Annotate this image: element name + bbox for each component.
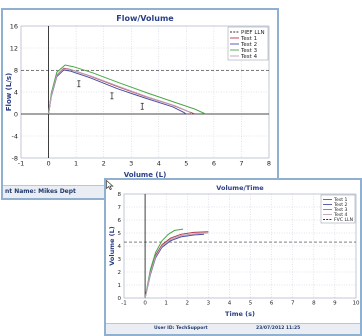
x-tick-label: 0 (143, 301, 147, 307)
x-tick-label: 3 (129, 160, 133, 168)
x-tick-label: 1 (74, 160, 78, 168)
y-tick-label: 1 (118, 283, 122, 289)
legend-label: Test 2 (240, 42, 257, 48)
y-tick-label: 2 (118, 270, 122, 276)
x-tick-label: 1 (164, 301, 168, 307)
y-tick-label: 8 (118, 192, 122, 198)
x-tick-label: 2 (102, 160, 106, 168)
x-tick-label: 5 (184, 160, 188, 168)
x-tick-label: 8 (267, 160, 271, 168)
x-tick-label: 7 (239, 160, 243, 168)
x-tick-label: -1 (18, 160, 24, 168)
y-tick-label: -8 (12, 154, 18, 162)
x-tick-label: 9 (333, 301, 337, 307)
y-tick-label: 7 (118, 205, 122, 211)
patient-name-label: nt Name: Mikes Dept (5, 188, 76, 195)
user-status-bar: User ID: TechSupport 23/07/2012 11:25 (106, 323, 360, 334)
series-line-test-3 (48, 64, 206, 115)
legend-label: Test 4 (240, 54, 258, 60)
x-tick-label: 6 (212, 160, 216, 168)
y-tick-label: 4 (118, 244, 122, 250)
y-tick-label: -4 (12, 132, 18, 140)
y-axis-label: Flow (L/s) (5, 73, 13, 111)
legend-label: Test 1 (240, 36, 257, 42)
y-tick-label: 3 (118, 257, 122, 263)
x-tick-label: 8 (312, 301, 316, 307)
mouse-pointer-icon (106, 180, 114, 190)
y-tick-label: 6 (118, 218, 122, 224)
y-tick-label: 4 (14, 88, 18, 96)
y-tick-label: 12 (10, 44, 18, 52)
series-line-test-3 (144, 228, 184, 299)
x-tick-label: 2 (186, 301, 190, 307)
x-tick-label: 0 (46, 160, 50, 168)
legend-label: FVC LLN (334, 217, 353, 223)
legend-label: Test 1 (333, 197, 348, 203)
y-tick-label: 8 (14, 66, 18, 74)
y-tick-label: 5 (118, 231, 122, 237)
legend-box (227, 26, 269, 61)
chart-title: Flow/Volume (116, 14, 174, 23)
legend-label: Test 3 (333, 207, 348, 213)
chart-title: Volume/Time (216, 184, 264, 192)
y-tick-label: 0 (14, 110, 18, 118)
x-axis-label: Time (s) (225, 310, 255, 318)
volume-time-window: Volume/Time -1 0 1 2 3 4 5 6 7 8 9 10 8 7 6 5 4 3 2 1 0 Test 1… (104, 178, 362, 336)
x-tick-label: 5 (249, 301, 253, 307)
series-line-test-4 (144, 232, 209, 299)
x-tick-label: 10 (353, 301, 360, 307)
y-axis-label: Volume (L) (108, 226, 116, 266)
series-line-test-4 (48, 68, 193, 115)
date-time-label: 23/07/2012 11:25 (256, 326, 301, 331)
user-id-label: User ID: TechSupport (154, 326, 208, 331)
x-tick-label: 6 (270, 301, 274, 307)
x-tick-label: 7 (291, 301, 295, 307)
legend-label: Test 2 (333, 202, 348, 208)
x-tick-label: 4 (228, 301, 232, 307)
flow-volume-window: Flow/Volume -1 0 1 2 3 4 5 6 7 8 16 12 8 4 0 -4 -8 PIEF LL… (1, 8, 279, 200)
y-tick-label: 16 (10, 22, 18, 30)
x-tick-label: 4 (157, 160, 161, 168)
legend-label: Test 4 (333, 212, 348, 218)
y-tick-label: 0 (118, 296, 122, 302)
x-axis-label: Volume (L) (124, 171, 167, 179)
x-tick-label: 3 (207, 301, 211, 307)
x-tick-label: -1 (121, 301, 126, 307)
legend-label: PIEF LLN (241, 30, 265, 36)
legend-label: Test 3 (240, 48, 258, 54)
